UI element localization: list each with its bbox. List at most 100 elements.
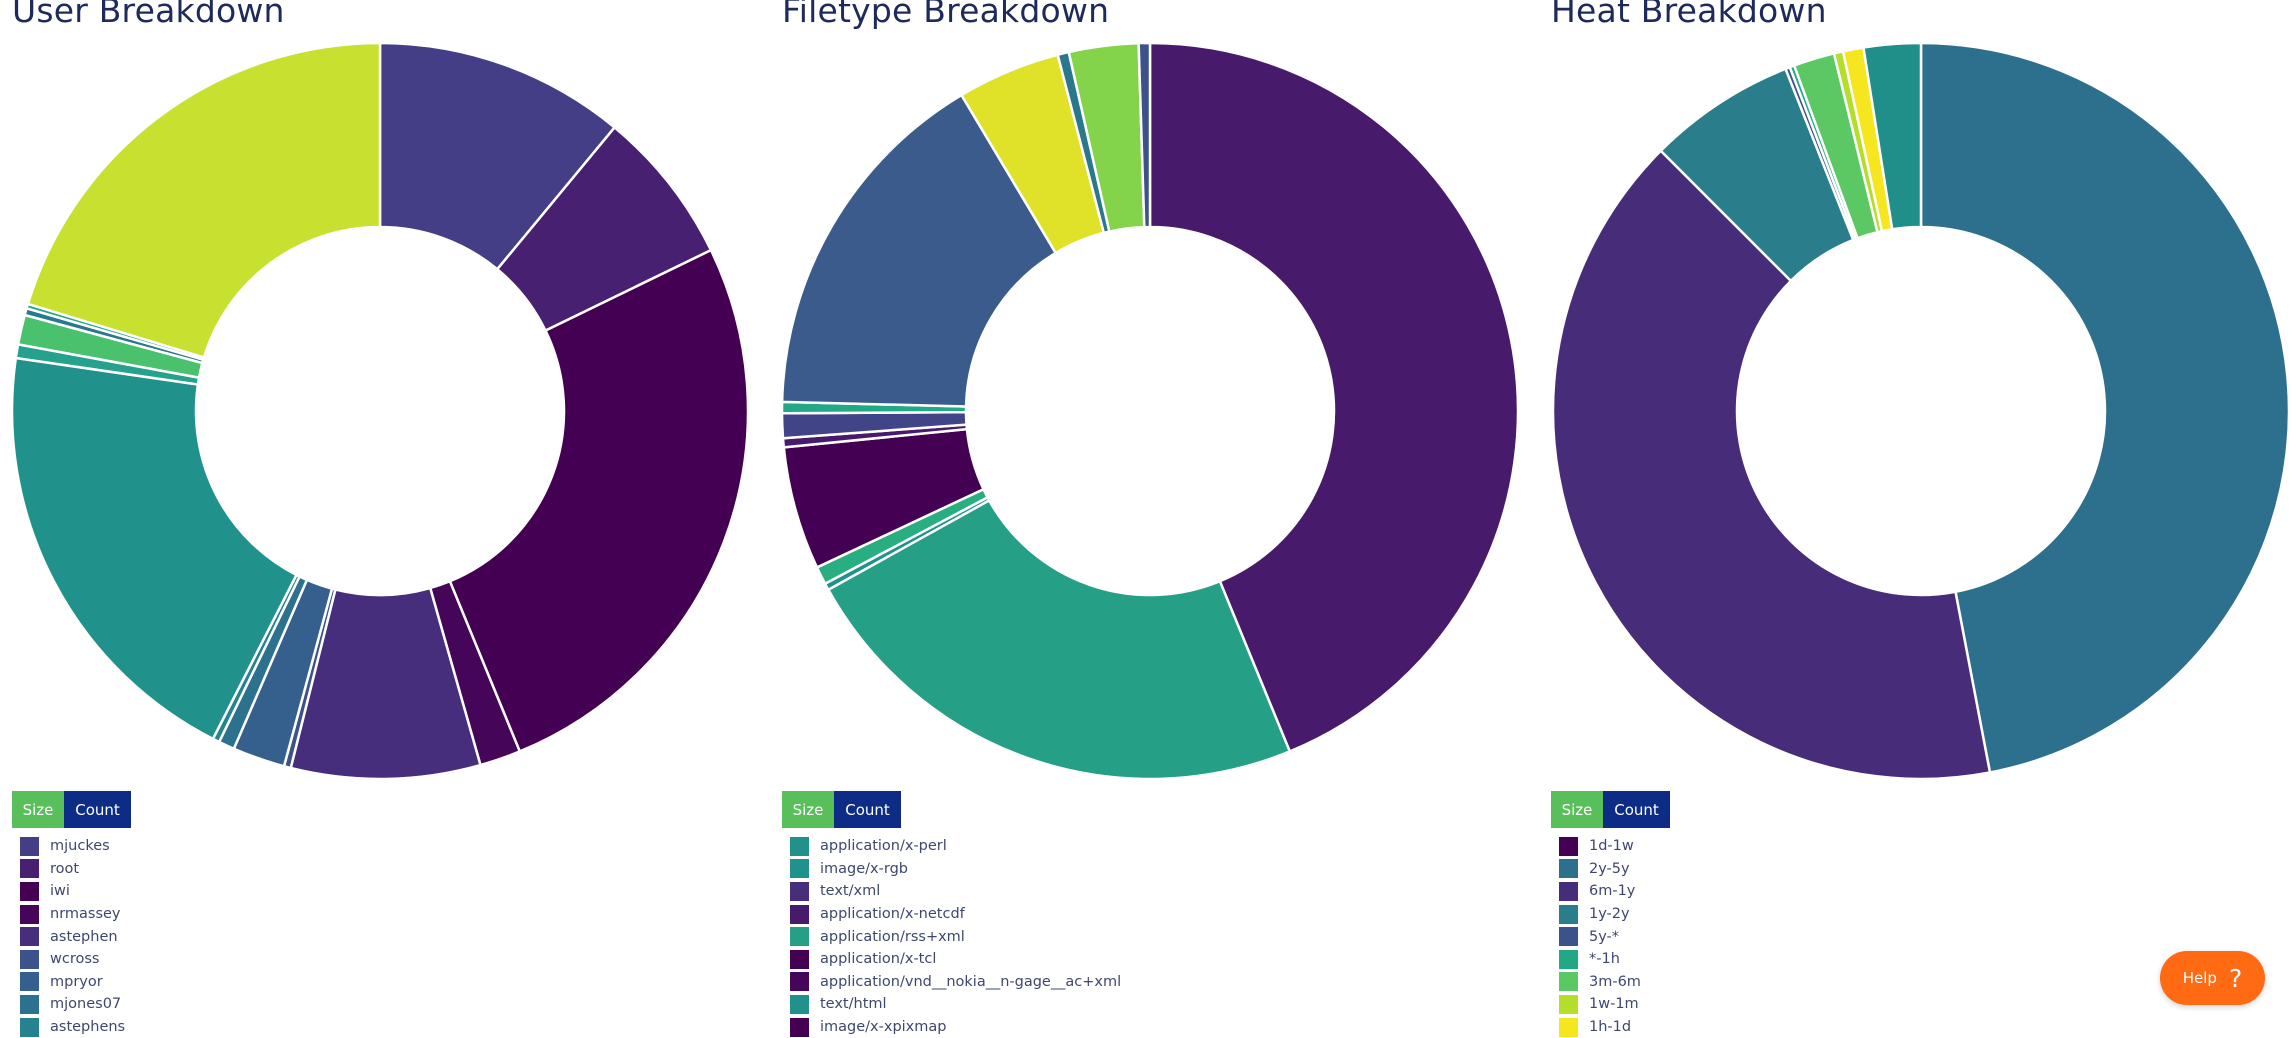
legend-swatch [1559, 836, 1578, 856]
legend-label: mjones07 [50, 996, 122, 1013]
filetype-legend-item[interactable]: application/rss+xml [790, 925, 1121, 948]
donut-slice[interactable] [1148, 41, 1520, 754]
heat-legend-item[interactable]: 1d-1w [1559, 835, 1641, 858]
user-size-button[interactable]: Size [12, 791, 64, 828]
heat-legend-item[interactable]: 1y-2y [1559, 903, 1641, 926]
heat-count-button[interactable]: Count [1603, 791, 1670, 828]
heat-size-count-toggle: Size Count [1551, 791, 1670, 828]
filetype-size-button[interactable]: Size [782, 791, 834, 828]
filetype-legend-item[interactable]: application/x-tcl [790, 948, 1121, 971]
legend-swatch [20, 1017, 39, 1037]
legend-swatch [1559, 881, 1578, 901]
legend-swatch [1559, 904, 1578, 924]
legend-swatch [790, 927, 809, 947]
user-legend-item[interactable]: mjones07 [20, 993, 125, 1016]
filetype-breakdown-panel: Filetype Breakdown Size Count applicatio… [770, 0, 1530, 1037]
user-legend-item[interactable]: root [20, 858, 125, 881]
filetype-breakdown-legend: application/x-perl image/x-rgb text/xml app… [790, 835, 1121, 1038]
legend-swatch [790, 972, 809, 992]
legend-label: text/html [820, 996, 887, 1013]
donut-slice[interactable] [1861, 41, 1923, 231]
user-breakdown-title: User Breakdown [12, 0, 285, 30]
donut-slice[interactable] [1919, 41, 2291, 774]
user-breakdown-donut [10, 41, 750, 781]
legend-swatch [1559, 927, 1578, 947]
legend-label: 2y-5y [1589, 860, 1630, 877]
legend-swatch [1559, 972, 1578, 992]
user-legend-item[interactable]: nrmassey [20, 903, 125, 926]
donut-slice[interactable] [1137, 41, 1152, 229]
filetype-legend-item[interactable]: application/vnd__nokia__n-gage__ac+xml [790, 971, 1121, 994]
donut-slice[interactable] [448, 248, 750, 754]
user-legend-item[interactable]: astephen [20, 925, 125, 948]
heat-breakdown-title: Heat Breakdown [1551, 0, 1827, 30]
legend-swatch [20, 881, 39, 901]
legend-label: iwi [50, 883, 70, 900]
filetype-count-button[interactable]: Count [834, 791, 901, 828]
heat-legend-item[interactable]: 5y-* [1559, 925, 1641, 948]
help-button[interactable]: Help ? [2160, 951, 2265, 1005]
heat-legend-item[interactable]: 3m-6m [1559, 971, 1641, 994]
heat-legend-item[interactable]: 1h-1d [1559, 1016, 1641, 1038]
filetype-legend-item[interactable]: application/x-netcdf [790, 903, 1121, 926]
heat-breakdown-panel: Heat Breakdown Size Count 1d-1w 2y-5y 6m-1… [1539, 0, 2293, 1037]
legend-swatch [20, 927, 39, 947]
user-legend-item[interactable]: astephens [20, 1016, 125, 1038]
legend-swatch [790, 994, 809, 1014]
user-count-button[interactable]: Count [64, 791, 131, 828]
filetype-legend-item[interactable]: image/x-rgb [790, 858, 1121, 881]
legend-swatch [790, 949, 809, 969]
filetype-legend-item[interactable]: text/html [790, 993, 1121, 1016]
legend-label: root [50, 860, 80, 877]
question-mark-icon: ? [2228, 963, 2243, 993]
legend-swatch [1559, 859, 1578, 879]
legend-label: application/vnd__nokia__n-gage__ac+xml [820, 973, 1122, 990]
filetype-legend-item[interactable]: image/x-xpixmap [790, 1016, 1121, 1038]
user-breakdown-panel: User Breakdown Size Count mjuckes root iwi… [0, 0, 760, 1037]
legend-label: mpryor [50, 973, 103, 990]
heat-breakdown-legend: 1d-1w 2y-5y 6m-1y 1y-2y 5y-* *-1h 3m-6m 1w-1m 1h… [1559, 835, 1641, 1038]
heat-legend-item[interactable]: 6m-1y [1559, 880, 1641, 903]
heat-size-button[interactable]: Size [1551, 791, 1603, 828]
legend-label: application/x-perl [820, 838, 947, 855]
donut-slice[interactable] [780, 93, 1058, 408]
legend-label: nrmassey [50, 906, 121, 923]
legend-label: 6m-1y [1589, 883, 1636, 900]
filetype-legend-item[interactable]: text/xml [790, 880, 1121, 903]
filetype-breakdown-donut [780, 41, 1520, 781]
user-legend-item[interactable]: wcross [20, 948, 125, 971]
legend-swatch [790, 904, 809, 924]
legend-swatch [790, 881, 809, 901]
legend-swatch [20, 836, 39, 856]
legend-swatch [20, 859, 39, 879]
legend-label: image/x-rgb [820, 860, 908, 877]
legend-swatch [790, 836, 809, 856]
legend-label: astephens [50, 1019, 126, 1036]
legend-label: 3m-6m [1589, 973, 1641, 990]
filetype-breakdown-title: Filetype Breakdown [782, 0, 1110, 30]
heat-legend-item[interactable]: 2y-5y [1559, 858, 1641, 881]
legend-label: application/x-netcdf [820, 906, 965, 923]
user-legend-item[interactable]: mjuckes [20, 835, 125, 858]
legend-label: 5y-* [1589, 928, 1620, 945]
help-label: Help [2182, 969, 2217, 987]
legend-swatch [1559, 1017, 1578, 1037]
legend-label: text/xml [820, 883, 881, 900]
donut-slice[interactable] [826, 498, 1292, 781]
heat-legend-item[interactable]: 1w-1m [1559, 993, 1641, 1016]
heat-breakdown-donut [1551, 41, 2291, 781]
legend-swatch [1559, 949, 1578, 969]
donut-slice[interactable] [26, 41, 382, 360]
legend-label: application/rss+xml [820, 928, 965, 945]
filetype-legend-item[interactable]: application/x-perl [790, 835, 1121, 858]
legend-swatch [790, 859, 809, 879]
legend-label: 1h-1d [1589, 1019, 1632, 1036]
user-legend-item[interactable]: mpryor [20, 971, 125, 994]
donut-slice[interactable] [1551, 149, 1992, 781]
donut-slice[interactable] [10, 356, 299, 741]
legend-label: *-1h [1589, 951, 1620, 968]
heat-legend-item[interactable]: *-1h [1559, 948, 1641, 971]
user-legend-item[interactable]: iwi [20, 880, 125, 903]
user-breakdown-legend: mjuckes root iwi nrmassey astephen wcross mpry… [20, 835, 125, 1038]
legend-label: mjuckes [50, 838, 110, 855]
